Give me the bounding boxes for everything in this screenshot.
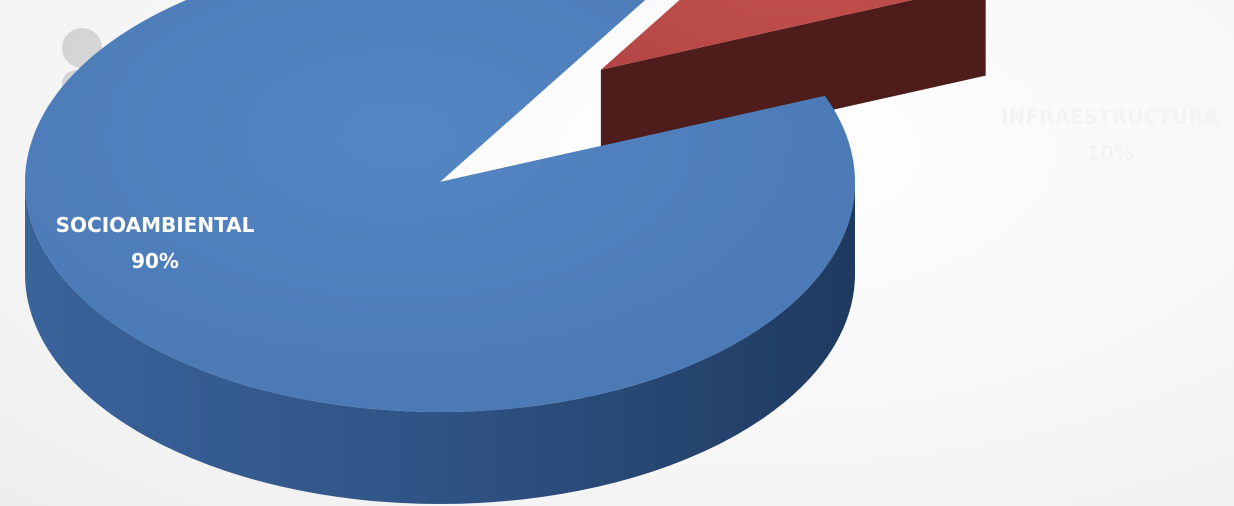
pie-labels: INFRAESTRUCTURA 10% SOCIOAMBIENTAL 90%	[56, 105, 1220, 273]
pie-slices	[25, 0, 986, 504]
slice-label-socioambiental: SOCIOAMBIENTAL	[56, 213, 255, 237]
slice-value-infraestructura: 10%	[1086, 141, 1134, 165]
pie-slice-infraestructura	[600, 0, 986, 162]
slice-value-socioambiental: 90%	[131, 249, 179, 273]
slice-label-infraestructura: INFRAESTRUCTURA	[1001, 105, 1219, 129]
pie-slice-socioambiental	[25, 0, 855, 504]
